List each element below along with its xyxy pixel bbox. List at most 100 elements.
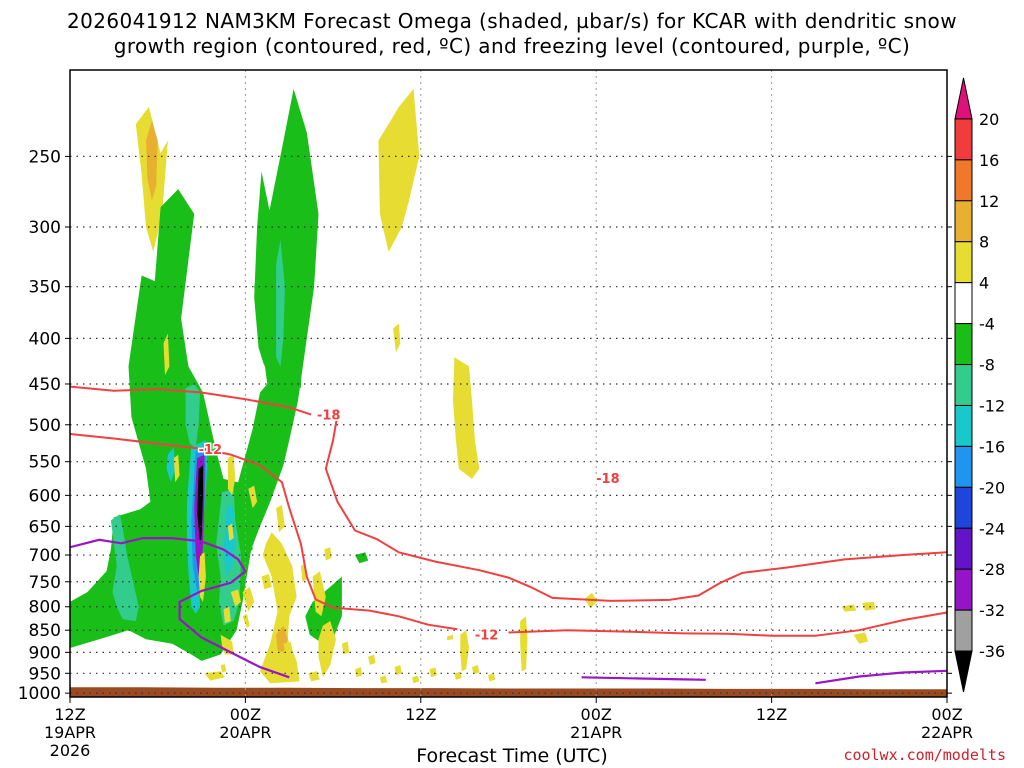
omega-region xyxy=(453,357,480,479)
omega-region xyxy=(355,552,369,564)
terrain-fill xyxy=(70,687,947,697)
y-tick-label: 650 xyxy=(29,517,61,537)
omega-region xyxy=(412,675,420,684)
omega-region xyxy=(853,632,869,644)
contour-layer xyxy=(70,385,947,685)
colorbar-cap xyxy=(954,650,973,693)
omega-region xyxy=(197,465,203,544)
omega-region xyxy=(271,308,303,389)
omega-region xyxy=(248,485,258,509)
y-tick-label: 450 xyxy=(29,375,61,395)
contour-label: -12 xyxy=(199,443,223,458)
colorbar-label: -20 xyxy=(979,478,1005,497)
colorbar-swatch xyxy=(954,118,973,161)
colorbar-label: 12 xyxy=(979,192,999,211)
omega-region xyxy=(460,630,469,672)
dgz-contour xyxy=(70,433,458,631)
omega-region xyxy=(146,120,158,201)
x-tick-label: 19APR xyxy=(44,723,96,742)
omega-region xyxy=(223,606,231,624)
omega-region xyxy=(261,573,272,590)
y-tick-label: 550 xyxy=(29,453,61,473)
y-tick-label: 350 xyxy=(29,278,61,298)
y-tick-label: 800 xyxy=(29,598,61,618)
omega-region xyxy=(163,333,170,376)
colorbar-swatch xyxy=(954,364,973,406)
contour-label: -18 xyxy=(317,409,341,424)
dgz-contour xyxy=(70,385,312,416)
x-tick-label: 00Z xyxy=(230,705,261,724)
omega-region xyxy=(841,604,857,612)
omega-region xyxy=(276,239,285,367)
omega-region xyxy=(378,88,420,253)
freezing-level-contour xyxy=(70,537,290,679)
omega-region xyxy=(393,323,401,353)
omega-region xyxy=(488,673,496,682)
omega-region xyxy=(110,514,139,621)
colorbar-label: -32 xyxy=(979,601,1005,620)
omega-region xyxy=(166,447,176,483)
chart-title-line1: 2026041912 NAM3KM Forecast Omega (shaded… xyxy=(67,9,957,33)
colorbar-swatch xyxy=(954,568,973,611)
freezing-level-contour xyxy=(581,676,706,681)
omega-region xyxy=(355,667,363,678)
colorbar-swatch xyxy=(954,445,973,488)
x-tick-label: 22APR xyxy=(921,723,973,742)
omega-region xyxy=(70,88,319,661)
contour-label: -18 xyxy=(596,472,620,487)
omega-region xyxy=(312,571,326,617)
colorbar-swatch xyxy=(954,486,973,529)
x-tick-label: 00Z xyxy=(931,705,962,724)
y-tick-label: 250 xyxy=(29,147,61,167)
colorbar-label: 20 xyxy=(979,110,999,129)
colorbar-swatch xyxy=(954,323,973,366)
y-tick-label: 700 xyxy=(29,546,61,566)
omega-region xyxy=(341,641,350,655)
y-tick-label: 400 xyxy=(29,329,61,349)
y-tick-label: 850 xyxy=(29,621,61,641)
colorbar-label: 16 xyxy=(979,151,999,170)
omega-region xyxy=(324,547,332,561)
colorbar-label: 4 xyxy=(979,274,989,293)
colorbar-label: -8 xyxy=(979,356,995,375)
dgz-contour xyxy=(324,414,947,602)
colorbar-label: -12 xyxy=(979,396,1005,415)
omega-region xyxy=(230,589,241,607)
colorbar-label: -4 xyxy=(979,315,995,334)
y-tick-label: 900 xyxy=(29,643,61,663)
colorbar-swatch xyxy=(954,282,973,325)
omega-region xyxy=(447,634,453,641)
freezing-level-contour xyxy=(815,669,947,685)
colorbar: 20 16 12 8 4 -4 -8 -12 -16 -20 -24 -28 -32 -36 xyxy=(954,77,1005,693)
colorbar-swatch xyxy=(954,527,973,570)
colorbar-label: -16 xyxy=(979,437,1005,456)
y-tick-label: 950 xyxy=(29,664,61,684)
omega-region xyxy=(242,613,250,628)
colorbar-label: -36 xyxy=(979,642,1005,661)
site-credit: coolwx.com/modelts xyxy=(843,746,1006,764)
dgz-contour xyxy=(508,611,947,637)
x-tick-label: 21APR xyxy=(570,723,622,742)
omega-region xyxy=(254,171,278,367)
chart-title-line2: growth region (contoured, red, ºC) and f… xyxy=(113,34,911,58)
omega-region xyxy=(185,384,201,448)
omega-region xyxy=(318,621,336,678)
x-tick-label: 00Z xyxy=(581,705,612,724)
y-tick-label: 300 xyxy=(29,218,61,238)
omega-region xyxy=(862,601,876,611)
omega-region xyxy=(429,667,437,678)
colorbar-label: 8 xyxy=(979,233,989,252)
colorbar-label: -24 xyxy=(979,519,1005,538)
y-tick-label: 750 xyxy=(29,573,61,593)
x-tick-label: 20APR xyxy=(219,723,271,742)
y-tick-label: 600 xyxy=(29,486,61,506)
omega-region xyxy=(227,454,236,496)
colorbar-swatch xyxy=(954,241,973,284)
omega-region xyxy=(286,671,296,682)
omega-region xyxy=(368,654,376,665)
x-tick-label: 2026 xyxy=(50,741,91,760)
colorbar-cap xyxy=(954,77,973,120)
colorbar-swatch xyxy=(954,200,973,243)
x-axis-title: Forecast Time (UTC) xyxy=(416,745,608,767)
